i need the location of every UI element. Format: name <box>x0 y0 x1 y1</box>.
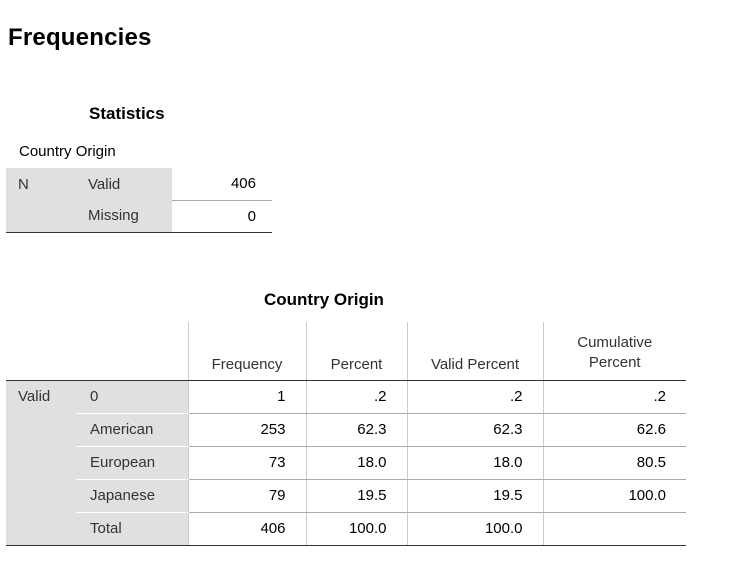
group-label-valid: Valid <box>6 380 76 546</box>
cell-percent: 62.3 <box>305 413 407 447</box>
cell-valid-percent: .2 <box>406 380 543 414</box>
header-empty-cell <box>76 322 188 381</box>
table-row: European 73 18.0 18.0 80.5 <box>6 446 686 480</box>
cell-cumulative-percent: 62.6 <box>542 413 686 447</box>
cell-frequency: 406 <box>187 512 306 546</box>
statistics-table: N Valid 406 Missing 0 <box>6 168 272 233</box>
frequency-table-title: Country Origin <box>264 290 384 309</box>
header-frequency: Frequency <box>187 322 306 381</box>
header-cumulative-percent: Cumulative Percent <box>542 322 686 381</box>
cell-percent: .2 <box>305 380 407 414</box>
statistics-row: Missing 0 <box>6 200 272 233</box>
cell-percent: 19.5 <box>305 479 407 513</box>
cell-percent: 18.0 <box>305 446 407 480</box>
statistics-n-label: N <box>6 168 70 233</box>
statistics-row-value: 0 <box>172 200 272 233</box>
cell-valid-percent: 100.0 <box>406 512 543 546</box>
cell-cumulative-percent: 100.0 <box>542 479 686 513</box>
table-row: Total 406 100.0 100.0 <box>6 512 686 546</box>
page-title: Frequencies <box>8 24 152 51</box>
header-empty-cell <box>6 322 76 381</box>
statistics-row-label: Missing <box>70 200 172 233</box>
cell-cumulative-percent: .2 <box>542 380 686 414</box>
cell-valid-percent: 18.0 <box>406 446 543 480</box>
row-label: Japanese <box>76 479 188 513</box>
statistics-title: Statistics <box>89 104 165 123</box>
statistics-row-label: Valid <box>70 168 172 200</box>
cell-frequency: 79 <box>187 479 306 513</box>
row-label: American <box>76 413 188 447</box>
table-row: Valid 0 1 .2 .2 .2 <box>6 380 686 546</box>
cell-valid-percent: 62.3 <box>406 413 543 447</box>
table-row: Japanese 79 19.5 19.5 100.0 <box>6 479 686 513</box>
row-label: Total <box>76 512 188 546</box>
cell-percent: 100.0 <box>305 512 407 546</box>
statistics-row-value: 406 <box>172 168 272 201</box>
cell-valid-percent: 19.5 <box>406 479 543 513</box>
header-cumulative-percent-text: Cumulative Percent <box>577 333 653 371</box>
cell-frequency: 253 <box>187 413 306 447</box>
header-percent: Percent <box>305 322 407 381</box>
header-valid-percent: Valid Percent <box>406 322 543 381</box>
row-label: 0 <box>76 380 188 414</box>
cell-cumulative-percent: 80.5 <box>542 446 686 480</box>
statistics-variable-label: Country Origin <box>19 143 116 160</box>
cell-frequency: 1 <box>187 380 306 414</box>
table-row: American 253 62.3 62.3 62.6 <box>6 413 686 447</box>
cell-cumulative-percent <box>542 512 686 546</box>
frequency-table-header-row: Frequency Percent Valid Percent Cumulati… <box>6 322 686 381</box>
row-label: European <box>76 446 188 480</box>
statistics-row: N Valid 406 <box>6 168 272 233</box>
cell-frequency: 73 <box>187 446 306 480</box>
frequency-table: Frequency Percent Valid Percent Cumulati… <box>6 322 686 546</box>
